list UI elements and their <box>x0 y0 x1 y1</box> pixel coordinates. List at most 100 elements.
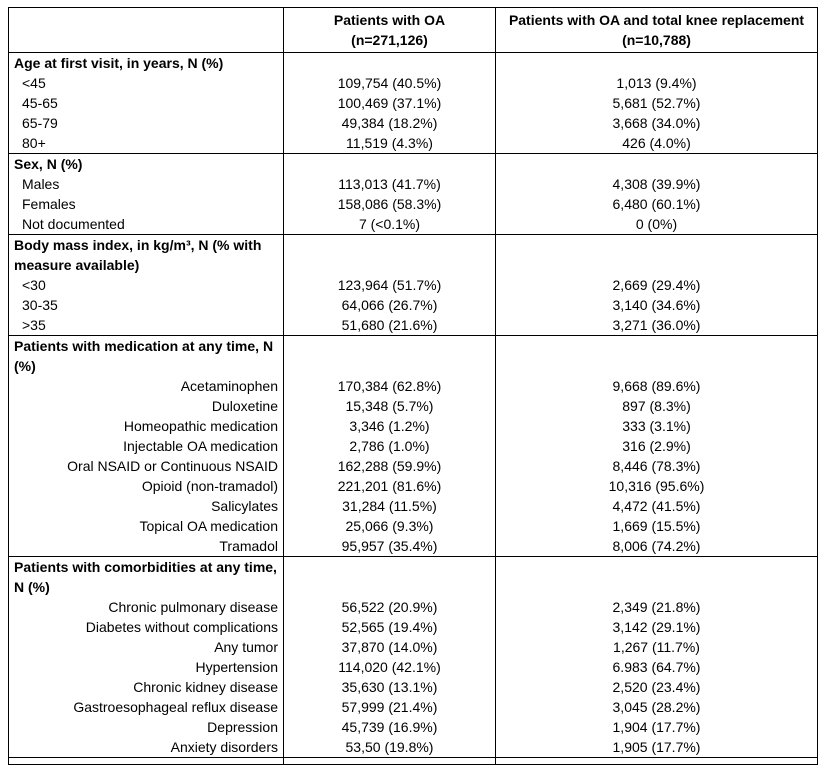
header-cell-oa: Patients with OA (n=271,126) <box>283 7 496 53</box>
empty-cell <box>495 335 818 376</box>
row-label: 30-35 <box>22 297 58 313</box>
row-label: Depression <box>207 719 278 735</box>
empty-cell <box>283 335 496 376</box>
table-row: Not documented 7 (<0.1%) 0 (0%) <box>9 214 818 235</box>
section-bmi: Body mass index, in kg/m³, N (% with mea… <box>8 234 818 336</box>
row-label: Topical OA medication <box>139 518 278 534</box>
section-header-label: Patients with medication at any time, N … <box>14 338 274 374</box>
value-oa: 35,630 (13.1%) <box>283 677 496 697</box>
table-row: Injectable OA medication 2,786 (1.0%) 316 … <box>9 436 818 456</box>
row-label: Tramadol <box>219 538 278 554</box>
value-oa: 158,086 (58.3%) <box>283 194 496 214</box>
value-oa: 56,522 (20.9%) <box>283 597 496 617</box>
value-oa-tkr: 1,013 (9.4%) <box>495 73 818 93</box>
value-oa-tkr: 5,681 (52.7%) <box>495 93 818 113</box>
spacer-cell <box>9 758 284 765</box>
value-oa-tkr: 2,520 (23.4%) <box>495 677 818 697</box>
table-row: Homeopathic medication 3,346 (1.2%) 333 (3… <box>9 416 818 436</box>
row-label: Injectable OA medication <box>123 438 278 454</box>
value-oa-tkr: 333 (3.1%) <box>495 416 818 436</box>
value-oa-tkr: 8,446 (78.3%) <box>495 456 818 476</box>
table-row: Salicylates 31,284 (11.5%) 4,472 (41.5%) <box>9 496 818 516</box>
table-row: Chronic kidney disease 35,630 (13.1%) 2,52… <box>9 677 818 697</box>
value-oa-tkr: 3,668 (34.0%) <box>495 113 818 133</box>
table-row: Depression 45,739 (16.9%) 1,904 (17.7%) <box>9 717 818 737</box>
empty-cell <box>495 234 818 275</box>
empty-cell <box>283 234 496 275</box>
value-oa: 64,066 (26.7%) <box>283 295 496 315</box>
value-oa-tkr: 3,271 (36.0%) <box>495 315 818 336</box>
table-row: Opioid (non-tramadol) 221,201 (81.6%) 10,3… <box>9 476 818 496</box>
row-label: Oral NSAID or Continuous NSAID <box>67 458 278 474</box>
section-header-row: Patients with comorbidities at any time,… <box>9 556 818 597</box>
table-row: Males 113,013 (41.7%) 4,308 (39.9%) <box>9 174 818 194</box>
row-label: Duloxetine <box>211 398 278 414</box>
value-oa-tkr: 316 (2.9%) <box>495 436 818 456</box>
value-oa: 57,999 (21.4%) <box>283 697 496 717</box>
row-label: <30 <box>22 277 46 293</box>
value-oa: 3,346 (1.2%) <box>283 416 496 436</box>
table-row: Acetaminophen 170,384 (62.8%) 9,668 (89.6%… <box>9 376 818 396</box>
section-medication: Patients with medication at any time, N … <box>8 335 818 557</box>
value-oa: 162,288 (59.9%) <box>283 456 496 476</box>
value-oa-tkr: 4,472 (41.5%) <box>495 496 818 516</box>
row-label: >35 <box>22 317 46 333</box>
header-cell-empty <box>9 8 284 53</box>
value-oa-tkr: 1,904 (17.7%) <box>495 717 818 737</box>
value-oa-tkr: 3,142 (29.1%) <box>495 617 818 637</box>
value-oa: 2,786 (1.0%) <box>283 436 496 456</box>
value-oa: 51,680 (21.6%) <box>283 315 496 336</box>
empty-cell <box>283 52 496 73</box>
value-oa-tkr: 3,045 (28.2%) <box>495 697 818 717</box>
table-row: Anxiety disorders 53,50 (19.8%) 1,905 (17.… <box>9 737 818 758</box>
value-oa-tkr: 897 (8.3%) <box>495 396 818 416</box>
value-oa: 7 (<0.1%) <box>283 214 496 235</box>
empty-cell <box>495 52 818 73</box>
value-oa: 170,384 (62.8%) <box>283 376 496 396</box>
row-label: 45-65 <box>22 95 58 111</box>
row-label: Males <box>22 176 60 192</box>
row-label: Females <box>22 196 76 212</box>
row-label: Acetaminophen <box>180 378 278 394</box>
value-oa-tkr: 8,006 (74.2%) <box>495 536 818 557</box>
spacer-cell <box>283 757 496 765</box>
value-oa-tkr: 9,668 (89.6%) <box>495 376 818 396</box>
table-row: 65-79 49,384 (18.2%) 3,668 (34.0%) <box>9 113 818 133</box>
value-oa: 31,284 (11.5%) <box>283 496 496 516</box>
table-row: 80+ 11,519 (4.3%) 426 (4.0%) <box>9 133 818 154</box>
table-row: >35 51,680 (21.6%) 3,271 (36.0%) <box>9 315 818 336</box>
table-row: <30 123,964 (51.7%) 2,669 (29.4%) <box>9 275 818 295</box>
value-oa-tkr: 3,140 (34.6%) <box>495 295 818 315</box>
section-header-label: Age at first visit, in years, N (%) <box>14 55 224 71</box>
section-header-label: Body mass index, in kg/m³, N (% with mea… <box>14 237 262 273</box>
row-label: Gastroesophageal reflux disease <box>73 699 278 715</box>
table-row: Duloxetine 15,348 (5.7%) 897 (8.3%) <box>9 396 818 416</box>
table-row: 45-65 100,469 (37.1%) 5,681 (52.7%) <box>9 93 818 113</box>
value-oa-tkr: 4,308 (39.9%) <box>495 174 818 194</box>
row-label: Homeopathic medication <box>123 418 278 434</box>
value-oa: 221,201 (81.6%) <box>283 476 496 496</box>
row-label: Chronic kidney disease <box>133 679 278 695</box>
value-oa: 49,384 (18.2%) <box>283 113 496 133</box>
value-oa: 11,519 (4.3%) <box>283 133 496 154</box>
table-row: 30-35 64,066 (26.7%) 3,140 (34.6%) <box>9 295 818 315</box>
empty-cell <box>495 153 818 174</box>
value-oa-tkr: 2,669 (29.4%) <box>495 275 818 295</box>
section-header-row: Body mass index, in kg/m³, N (% with mea… <box>9 234 818 275</box>
patient-characteristics-table: Patients with OA (n=271,126) Patients wi… <box>8 7 818 765</box>
row-label: Opioid (non-tramadol) <box>141 478 278 494</box>
row-label: Not documented <box>22 216 125 232</box>
section-sex: Sex, N (%) Males 113,013 (41.7%) 4,308 (39.… <box>8 153 818 235</box>
empty-cell <box>495 556 818 597</box>
value-oa: 15,348 (5.7%) <box>283 396 496 416</box>
value-oa: 123,964 (51.7%) <box>283 275 496 295</box>
section-header-label: Patients with comorbidities at any time,… <box>14 559 277 595</box>
table-row: Any tumor 37,870 (14.0%) 1,267 (11.7%) <box>9 637 818 657</box>
value-oa: 45,739 (16.9%) <box>283 717 496 737</box>
value-oa: 53,50 (19.8%) <box>283 737 496 758</box>
value-oa: 25,066 (9.3%) <box>283 516 496 536</box>
value-oa-tkr: 2,349 (21.8%) <box>495 597 818 617</box>
table-header: Patients with OA (n=271,126) Patients wi… <box>8 7 818 53</box>
row-label: Any tumor <box>214 639 278 655</box>
section-header-row: Age at first visit, in years, N (%) <box>9 52 818 73</box>
